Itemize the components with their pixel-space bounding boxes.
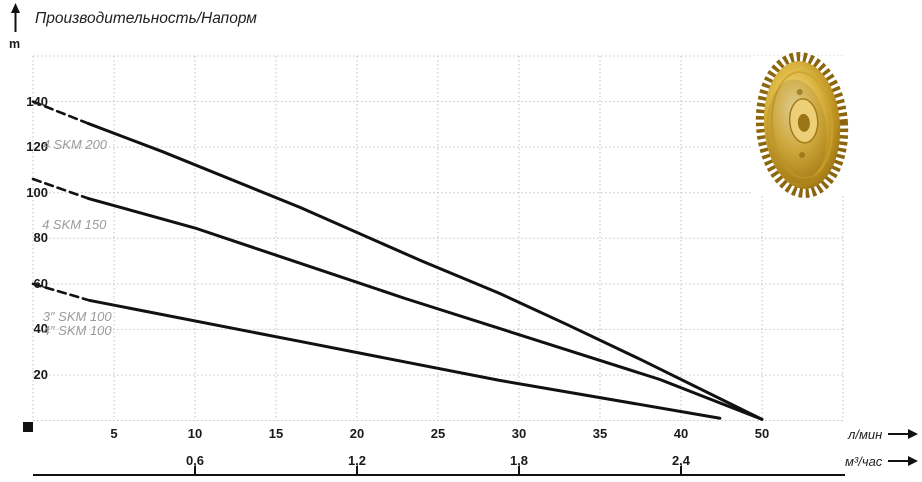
curve-dashed-segment bbox=[31, 100, 90, 125]
pump-curve bbox=[86, 196, 764, 421]
impeller-image bbox=[753, 52, 849, 198]
curve-dashed-segment bbox=[31, 282, 91, 302]
pump-curve bbox=[86, 121, 764, 421]
pump-curve bbox=[88, 298, 722, 420]
curve-dashed-segment bbox=[31, 177, 90, 200]
